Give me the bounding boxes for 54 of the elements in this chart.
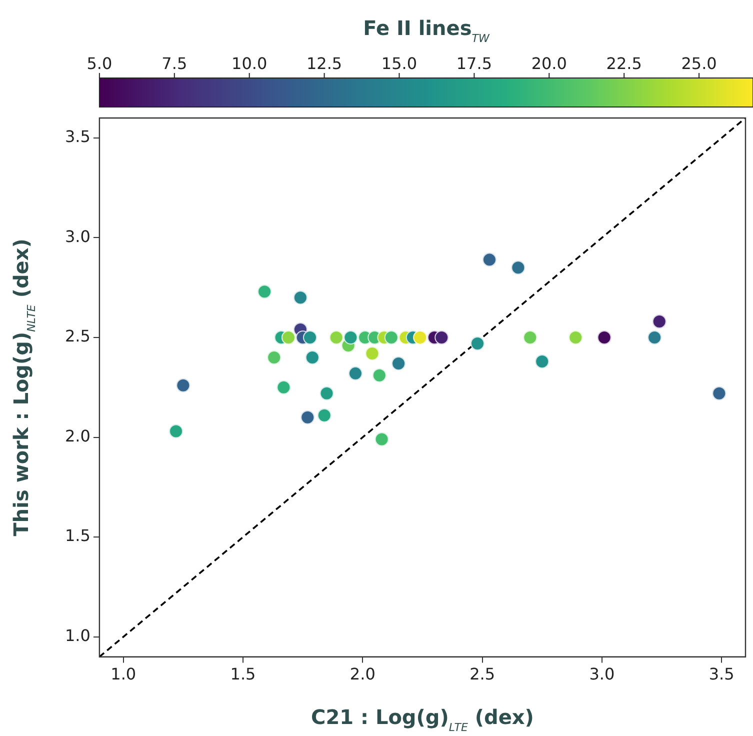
point xyxy=(276,380,291,394)
color-bar-label: 12.5 xyxy=(306,54,342,73)
color-bar-label: 20.0 xyxy=(531,54,567,73)
point xyxy=(392,356,406,370)
point xyxy=(320,386,334,400)
color-bar-label: 5.0 xyxy=(86,54,112,73)
color-bar-label: 10.0 xyxy=(232,54,268,73)
point xyxy=(535,354,550,368)
x-tick-label: 2.5 xyxy=(470,664,496,684)
point xyxy=(413,330,428,345)
point xyxy=(648,330,662,345)
color-bar-label: 17.5 xyxy=(456,54,492,73)
color-bar-label: 25.0 xyxy=(681,54,717,73)
point xyxy=(470,336,485,350)
point xyxy=(303,330,318,345)
y-tick-label: 3.0 xyxy=(64,226,90,246)
y-tick-label: 1.5 xyxy=(64,526,90,546)
point xyxy=(258,284,272,299)
point xyxy=(293,290,308,305)
point xyxy=(348,366,362,380)
point xyxy=(523,330,538,345)
x-tick-label: 2.0 xyxy=(350,664,376,684)
y-tick-label: 2.5 xyxy=(64,326,90,346)
x-tick-label: 3.0 xyxy=(589,664,615,684)
y-tick-label: 2.0 xyxy=(64,426,90,446)
point xyxy=(597,330,612,345)
x-tick-label: 1.5 xyxy=(230,664,256,684)
color-bar-label: 22.5 xyxy=(606,54,642,73)
point xyxy=(281,330,296,345)
point xyxy=(267,350,282,364)
point xyxy=(169,424,184,438)
point xyxy=(652,314,666,329)
point xyxy=(511,260,526,275)
point xyxy=(384,330,398,345)
point xyxy=(305,350,320,364)
point xyxy=(482,252,496,267)
point xyxy=(374,432,389,446)
y-tick-label: 1.0 xyxy=(64,626,90,645)
point xyxy=(372,368,386,382)
point xyxy=(176,378,190,392)
point xyxy=(568,330,583,345)
x-tick-label: 3.5 xyxy=(708,664,734,684)
point xyxy=(329,330,344,345)
y-axis-title: This work : Log(g)NLTE (dex) xyxy=(9,238,38,536)
point xyxy=(300,410,315,424)
point xyxy=(344,330,358,345)
x-tick-label: 1.0 xyxy=(110,664,136,684)
point xyxy=(712,386,726,400)
color-bar-label: 15.0 xyxy=(381,54,418,73)
point xyxy=(434,330,449,345)
point xyxy=(317,408,332,422)
point xyxy=(365,346,380,360)
y-tick-label: 3.5 xyxy=(64,127,90,146)
color-bar-label: 7.5 xyxy=(162,54,188,73)
